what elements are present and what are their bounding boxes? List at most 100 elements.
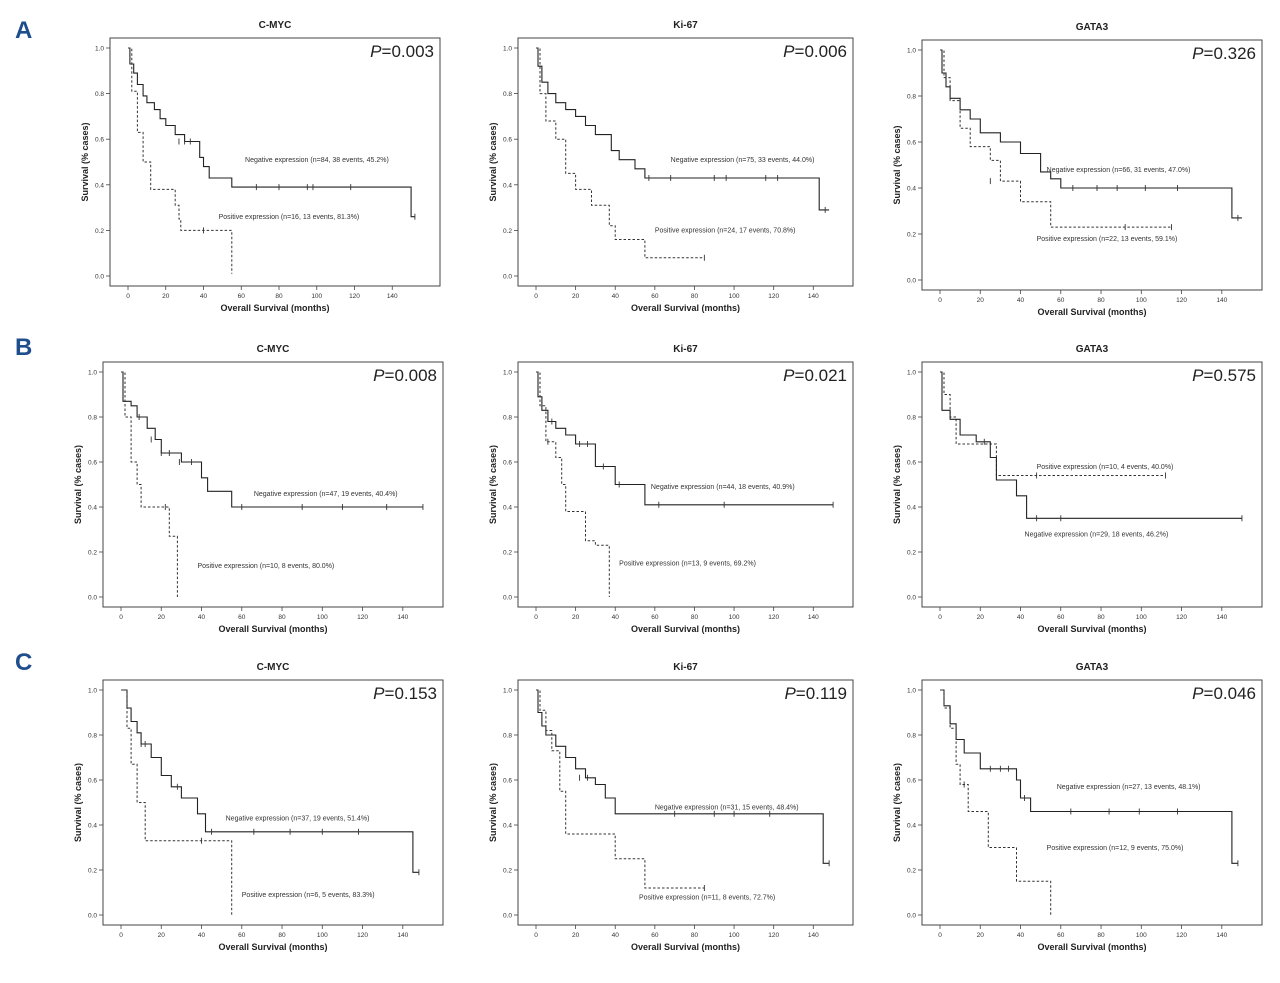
x-tick-label: 40 [1017,932,1025,939]
x-tick-label: 100 [311,293,322,300]
positive-expression-curve [940,689,1052,915]
positive-expression-label: Positive expression (n=6, 5 events, 83.3… [242,892,375,899]
y-tick-label: 0.8 [95,91,104,98]
x-tick-label: 60 [651,293,659,300]
y-tick-label: 0.2 [907,550,916,557]
negative-expression-label: Negative expression (n=47, 19 events, 40… [254,491,398,498]
p-value: P=0.119 [784,684,847,703]
x-axis-label: Overall Survival (months) [1037,307,1146,317]
x-tick-label: 40 [612,614,620,621]
p-value: P=0.153 [373,684,437,703]
plot-frame [517,679,854,926]
x-tick-label: 0 [534,293,538,300]
y-tick-label: 0.0 [503,595,512,602]
negative-expression-curve [121,689,419,873]
p-value: P=0.575 [1192,366,1256,385]
y-tick-label: 0.6 [907,460,916,467]
y-tick-label: 0.8 [503,91,512,98]
y-tick-label: 1.0 [907,48,916,55]
x-tick-label: 120 [357,932,368,939]
x-tick-label: 100 [1136,932,1147,939]
plot-frame [517,37,854,287]
x-tick-label: 100 [317,932,328,939]
x-tick-label: 0 [938,297,942,304]
y-tick-label: 0.6 [503,460,512,467]
x-tick-label: 140 [397,614,408,621]
x-tick-label: 0 [938,614,942,621]
x-tick-label: 60 [238,932,246,939]
y-tick-label: 1.0 [95,46,104,53]
positive-expression-label: Positive expression (n=22, 13 events, 59… [1037,236,1178,243]
x-tick-label: 60 [1057,614,1065,621]
row-label-a: A [15,17,32,44]
x-tick-label: 120 [349,293,360,300]
km-panel: Ki-67 P=0.006 0.0 0.2 0.4 0.6 0.8 1.0 0 20 40 60 80 1… [488,20,854,313]
y-tick-label: 0.6 [503,137,512,144]
x-tick-label: 20 [158,932,166,939]
y-tick-label: 0.0 [88,913,97,920]
y-tick-label: 1.0 [907,688,916,695]
x-tick-label: 120 [1176,614,1187,621]
negative-expression-curve [121,371,423,508]
y-tick-label: 0.2 [503,868,512,875]
x-axis-label: Overall Survival (months) [631,303,740,313]
y-tick-label: 1.0 [88,370,97,377]
x-tick-label: 20 [977,614,985,621]
chart-title: GATA3 [1076,22,1109,33]
chart-title: Ki-67 [673,344,698,355]
positive-expression-label: Positive expression (n=10, 4 events, 40.… [1037,464,1174,471]
x-tick-label: 60 [651,932,659,939]
negative-expression-curve [940,371,1242,519]
p-value: P=0.006 [783,42,847,61]
x-tick-label: 140 [387,293,398,300]
y-tick-label: 0.4 [907,186,916,193]
plot-frame [109,37,441,287]
y-tick-label: 0.2 [503,228,512,235]
negative-expression-curve [940,49,1242,219]
y-tick-label: 0.8 [88,733,97,740]
chart-title: C-MYC [257,344,290,355]
p-value: P=0.046 [1192,684,1256,703]
chart-title: C-MYC [257,662,290,673]
x-axis-label: Overall Survival (months) [631,624,740,634]
y-tick-label: 0.0 [907,278,916,285]
y-tick-label: 0.4 [503,505,512,512]
row-label-b: B [15,334,32,361]
negative-expression-label: Negative expression (n=31, 15 events, 48… [655,804,799,811]
y-axis-label: Survival (% cases) [73,763,83,842]
x-tick-label: 20 [162,293,170,300]
x-tick-label: 120 [1176,297,1187,304]
p-value: P=0.003 [370,42,434,61]
x-tick-label: 20 [977,297,985,304]
y-tick-label: 0.6 [95,137,104,144]
x-tick-label: 100 [729,614,740,621]
positive-expression-curve [536,371,610,597]
y-tick-label: 0.0 [95,274,104,281]
negative-expression-curve [536,47,830,211]
x-tick-label: 60 [651,614,659,621]
x-tick-label: 60 [1057,297,1065,304]
x-axis-label: Overall Survival (months) [218,942,327,952]
x-tick-label: 120 [357,614,368,621]
x-tick-label: 140 [808,932,819,939]
negative-expression-label: Negative expression (n=84, 38 events, 45… [245,157,389,164]
positive-expression-label: Positive expression (n=24, 17 events, 70… [655,228,796,235]
x-tick-label: 80 [691,614,699,621]
chart-title: Ki-67 [673,20,698,31]
x-tick-label: 40 [198,932,206,939]
negative-expression-label: Negative expression (n=27, 13 events, 48… [1057,784,1201,791]
row-label-c: C [15,649,32,676]
y-tick-label: 0.2 [88,868,97,875]
x-tick-label: 120 [768,293,779,300]
x-tick-label: 100 [1136,614,1147,621]
y-tick-label: 0.2 [95,228,104,235]
x-axis-label: Overall Survival (months) [1037,624,1146,634]
y-axis-label: Survival (% cases) [892,125,902,204]
y-tick-label: 0.8 [907,733,916,740]
x-tick-label: 20 [572,932,580,939]
negative-expression-curve [536,689,830,864]
x-tick-label: 80 [1097,932,1105,939]
x-tick-label: 0 [534,932,538,939]
x-tick-label: 80 [691,932,699,939]
negative-expression-label: Negative expression (n=44, 18 events, 40… [651,484,795,491]
